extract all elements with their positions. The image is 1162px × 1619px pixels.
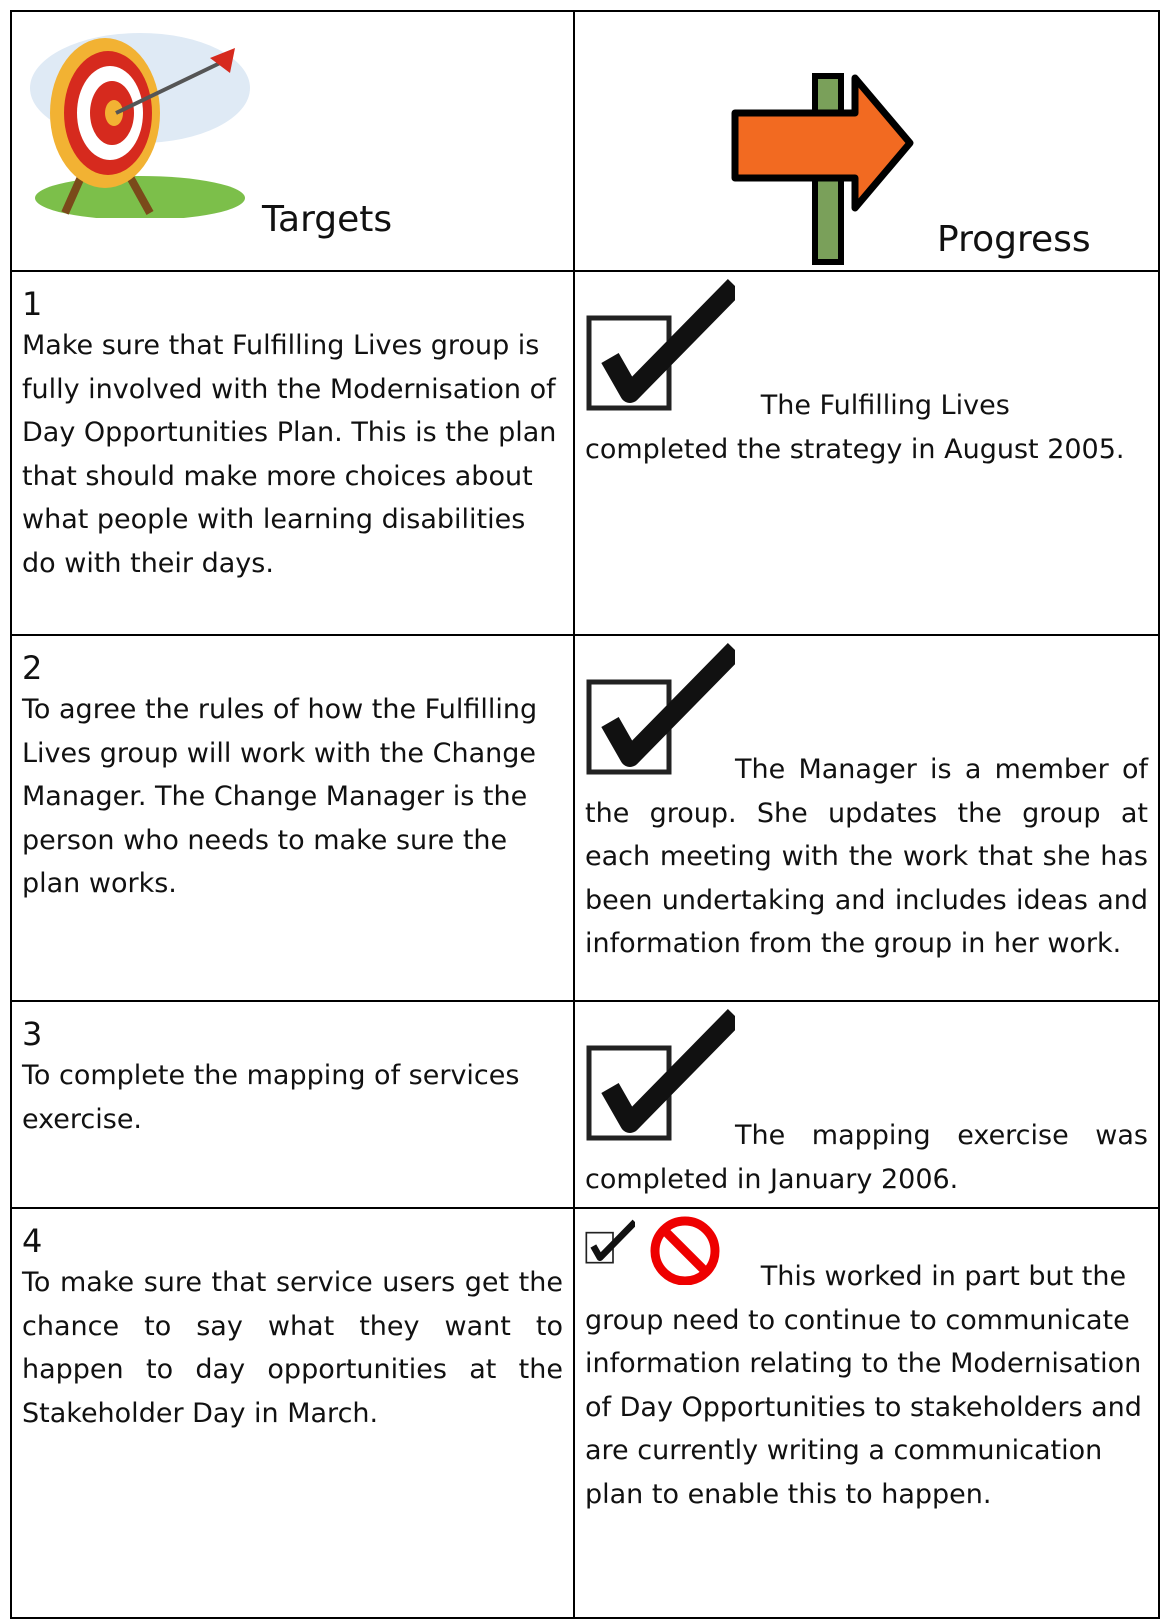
header-cell: Targets (10, 10, 575, 272)
check-icon (585, 1008, 735, 1144)
target-text: Make sure that Fulfilling Lives group is… (22, 330, 557, 579)
target-text: To agree the rules of how the Fulfilling… (22, 694, 538, 899)
progress-block: This worked in part but the group need t… (585, 1215, 1148, 1516)
check-icon (585, 278, 735, 414)
progress-cell: The mapping exercise was completed in Ja… (573, 1000, 1160, 1209)
target-cell: 4 To make sure that service users get the… (10, 1207, 575, 1619)
check-icon (585, 642, 735, 778)
target-cell: 3 To complete the mapping of services exe… (10, 1000, 575, 1209)
progress-text: The mapping exercise was completed in Ja… (585, 1120, 1148, 1195)
progress-text: The Manager is a member of the group. Sh… (585, 754, 1148, 959)
table-row: 2 To agree the rules of how the Fulfillin… (10, 634, 1160, 1002)
header-title: Targets (262, 199, 393, 240)
target-text: To make sure that service users get the … (22, 1267, 563, 1429)
target-cell: 1 Make sure that Fulfilling Lives group i… (10, 270, 575, 636)
signpost-icon (731, 73, 914, 265)
progress-cell: The Fulfilling Lives completed the strat… (573, 270, 1160, 636)
row-number: 4 (22, 1222, 43, 1260)
progress-block: The Fulfilling Lives completed the strat… (585, 278, 1148, 471)
partial-icon (585, 1216, 720, 1286)
table-row: 4 To make sure that service users get the… (10, 1207, 1160, 1619)
header-title: Progress (937, 219, 1091, 260)
header-row: Targets Progress (10, 10, 1160, 272)
progress-table: Targets Progress 1 Make sure that Fulfill… (10, 10, 1160, 1619)
progress-block: The Manager is a member of the group. Sh… (585, 642, 1148, 966)
progress-block: The mapping exercise was completed in Ja… (585, 1008, 1148, 1201)
row-number: 3 (22, 1015, 43, 1053)
target-cell: 2 To agree the rules of how the Fulfillin… (10, 634, 575, 1002)
table-row: 3 To complete the mapping of services exe… (10, 1000, 1160, 1209)
row-number: 1 (22, 285, 43, 323)
progress-text: The Fulfilling Lives completed the strat… (585, 390, 1125, 465)
target-icon (30, 33, 250, 218)
progress-cell: This worked in part but the group need t… (573, 1207, 1160, 1619)
table-row: 1 Make sure that Fulfilling Lives group i… (10, 270, 1160, 636)
progress-text: This worked in part but the group need t… (585, 1261, 1142, 1510)
header-cell: Progress (573, 10, 1160, 272)
target-text: To complete the mapping of services exer… (22, 1060, 520, 1135)
row-number: 2 (22, 649, 43, 687)
progress-cell: The Manager is a member of the group. Sh… (573, 634, 1160, 1002)
